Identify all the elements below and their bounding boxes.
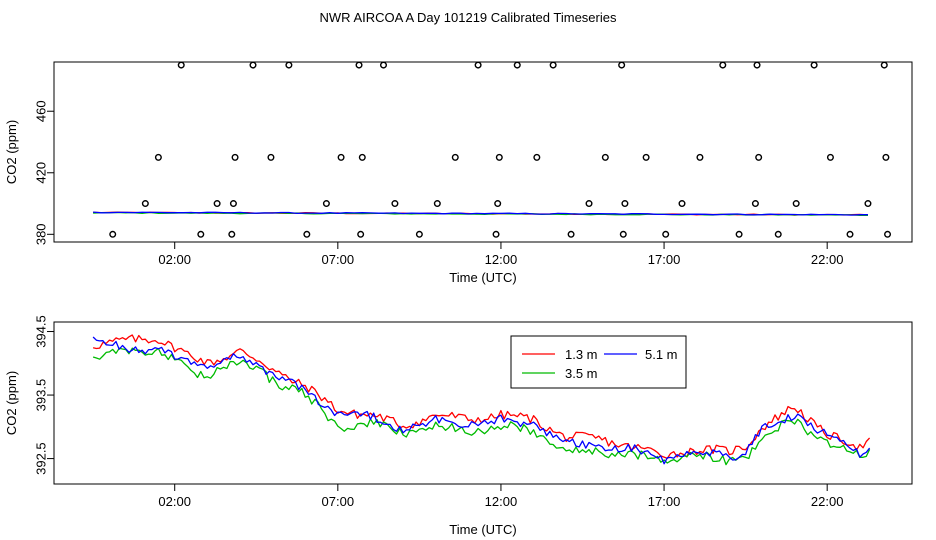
top-plot-axes: 02:00 07:00 12:00 17:00 22:00 380 420 460 xyxy=(33,100,843,267)
legend-label-3-5m: 3.5 m xyxy=(565,366,598,381)
calibration-point xyxy=(846,230,854,238)
calibration-point xyxy=(642,153,650,161)
calibration-point xyxy=(774,230,782,238)
y-tick-label: 380 xyxy=(33,223,48,245)
calibration-point xyxy=(415,230,423,238)
calibration-point xyxy=(719,61,727,69)
bottom-y-axis-label: CO2 (ppm) xyxy=(4,371,19,435)
calibration-point xyxy=(303,230,311,238)
calibration-point xyxy=(358,153,366,161)
calibration-point xyxy=(826,153,834,161)
calibration-point xyxy=(474,61,482,69)
calibration-point xyxy=(495,153,503,161)
legend-box xyxy=(510,335,687,389)
calibration-point xyxy=(228,230,236,238)
calibration-point xyxy=(492,230,500,238)
legend-label-5-1m: 5.1 m xyxy=(645,347,678,362)
x-tick-label: 17:00 xyxy=(648,252,681,267)
calibration-point xyxy=(357,230,365,238)
x-tick-label: 07:00 xyxy=(322,252,355,267)
bottom-plot-frame xyxy=(53,321,913,485)
calibration-point xyxy=(619,230,627,238)
calibration-point xyxy=(884,230,892,238)
y-tick-label: 392.5 xyxy=(33,442,48,475)
calibration-point xyxy=(567,230,575,238)
calibration-point xyxy=(494,200,502,208)
x-tick-label: 22:00 xyxy=(811,252,844,267)
top-x-axis-label: Time (UTC) xyxy=(449,270,516,285)
legend-label-1-3m: 1.3 m xyxy=(565,347,598,362)
calibration-point xyxy=(751,200,759,208)
y-tick-label: 393.5 xyxy=(33,379,48,412)
calibration-point xyxy=(882,153,890,161)
y-tick-label: 420 xyxy=(33,162,48,184)
legend: 1.3 m 5.1 m 3.5 m xyxy=(510,335,687,389)
top-plot-area xyxy=(93,61,892,238)
calibration-point xyxy=(355,61,363,69)
calibration-point xyxy=(533,153,541,161)
calibration-point xyxy=(379,61,387,69)
calibration-point xyxy=(864,200,872,208)
x-tick-label: 12:00 xyxy=(485,494,518,509)
calibration-point xyxy=(755,153,763,161)
y-tick-label: 460 xyxy=(33,100,48,122)
bottom-plot-axes: 02:00 07:00 12:00 17:00 22:00 392.5 393.5 394.5 xyxy=(33,315,843,509)
calibration-point xyxy=(880,61,888,69)
top-series-line-5-1-m xyxy=(93,211,868,216)
calibration-point xyxy=(391,200,399,208)
calibration-point xyxy=(601,153,609,161)
x-tick-label: 02:00 xyxy=(158,252,191,267)
bottom-plot-area xyxy=(92,334,871,466)
calibration-point xyxy=(585,200,593,208)
calibration-point xyxy=(141,200,149,208)
calibration-point xyxy=(213,200,221,208)
top-plot-frame xyxy=(53,61,913,243)
calibration-point xyxy=(618,61,626,69)
calibration-point xyxy=(810,61,818,69)
calibration-point xyxy=(513,61,521,69)
calibration-point xyxy=(549,61,557,69)
calibration-point xyxy=(753,61,761,69)
calibration-point xyxy=(451,153,459,161)
calibration-point xyxy=(231,153,239,161)
calibration-point xyxy=(285,61,293,69)
bottom-series-line-5-1-m xyxy=(92,336,871,465)
calibration-point xyxy=(678,200,686,208)
calibration-point xyxy=(249,61,257,69)
calibration-point xyxy=(109,230,117,238)
calibration-point xyxy=(735,230,743,238)
x-tick-label: 12:00 xyxy=(485,252,518,267)
bottom-x-axis-label: Time (UTC) xyxy=(449,522,516,537)
calibration-point xyxy=(696,153,704,161)
calibration-point xyxy=(154,153,162,161)
chart-title: NWR AIRCOA A Day 101219 Calibrated Times… xyxy=(320,10,617,25)
x-tick-label: 22:00 xyxy=(811,494,844,509)
x-tick-label: 07:00 xyxy=(322,494,355,509)
calibration-point xyxy=(267,153,275,161)
calibration-point xyxy=(177,61,185,69)
bottom-series-line-3-5-m xyxy=(92,347,871,466)
calibration-point xyxy=(792,200,800,208)
calibration-point xyxy=(433,200,441,208)
x-tick-label: 02:00 xyxy=(158,494,191,509)
y-tick-label: 394.5 xyxy=(33,315,48,348)
calibration-point xyxy=(322,200,330,208)
top-y-axis-label: CO2 (ppm) xyxy=(4,120,19,184)
calibration-point xyxy=(662,230,670,238)
calibration-point xyxy=(197,230,205,238)
calibration-point xyxy=(229,200,237,208)
calibration-point xyxy=(337,153,345,161)
x-tick-label: 17:00 xyxy=(648,494,681,509)
calibration-point xyxy=(621,200,629,208)
